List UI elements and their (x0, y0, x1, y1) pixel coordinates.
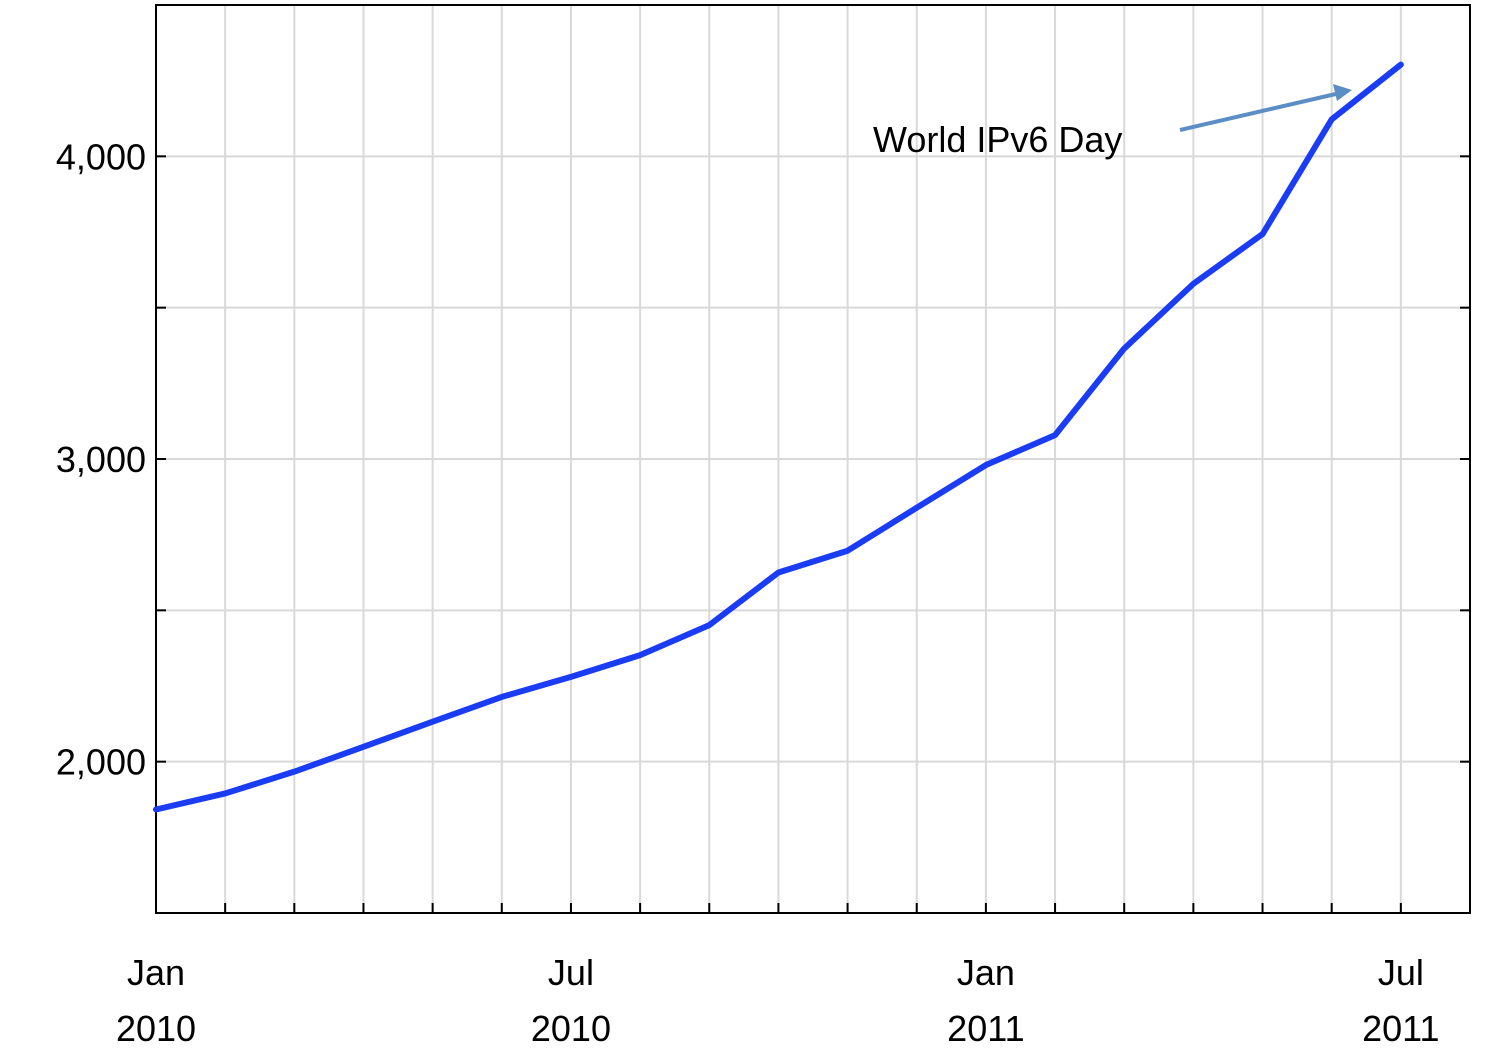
annotation-arrow (1179, 91, 1341, 132)
y-tick-label: 2,000 (56, 742, 146, 783)
x-tick-label: Jan 2011 (947, 952, 1024, 1048)
x-tick-label: Jan 2010 (116, 952, 196, 1048)
annotation: World IPv6 Day (873, 119, 1122, 160)
y-tick-label: 4,000 (56, 136, 146, 177)
annotation-arrowhead (1333, 84, 1352, 101)
x-tick-label: Jul 2010 (531, 952, 611, 1048)
data-line (153, 61, 1404, 813)
grid (155, 5, 1470, 913)
y-tick-label: 3,000 (56, 439, 146, 480)
x-tick-label: Jul 2011 (1362, 952, 1439, 1048)
